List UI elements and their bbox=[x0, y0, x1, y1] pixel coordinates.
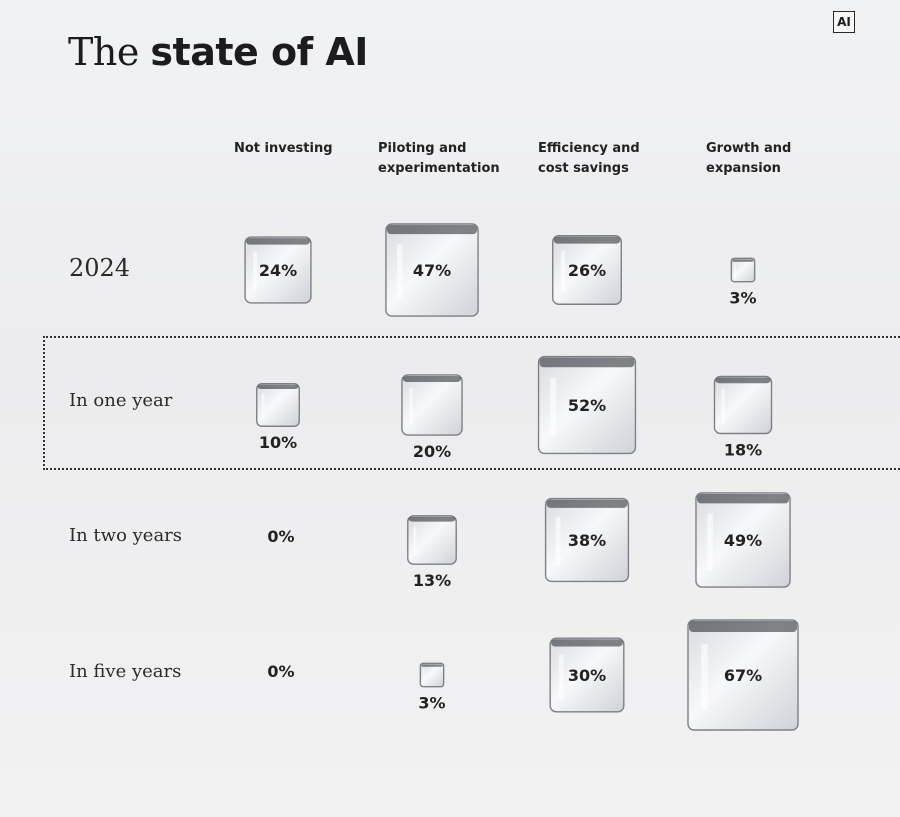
row-label-2024: 2024 bbox=[69, 254, 131, 282]
ice-cube-2024-growth bbox=[730, 257, 756, 283]
row-label-five-years: In five years bbox=[69, 661, 182, 682]
row-label-two-years: In two years bbox=[69, 525, 183, 546]
ice-cube-one-year-growth bbox=[713, 375, 773, 435]
cube-shine bbox=[413, 526, 417, 556]
cube-body bbox=[419, 662, 445, 688]
value-label-one-year-not-investing: 10% bbox=[259, 433, 297, 452]
cube-top-edge bbox=[421, 664, 443, 667]
ice-cube-two-years-growth bbox=[695, 492, 791, 588]
cube-top-edge bbox=[246, 238, 310, 245]
page-title: The state of AI bbox=[68, 30, 368, 74]
cube-top-edge bbox=[551, 639, 623, 647]
cube-body bbox=[695, 492, 791, 588]
value-label-2024-not-investing: 24% bbox=[259, 261, 297, 280]
col-header-piloting: Piloting and experimentation bbox=[378, 141, 500, 176]
cube-shine bbox=[707, 513, 713, 571]
value-label-five-years-piloting: 3% bbox=[418, 694, 445, 713]
cube-top-edge bbox=[546, 499, 628, 508]
cube-body bbox=[687, 619, 799, 731]
col-header-not-investing: Not investing bbox=[234, 141, 333, 156]
cube-body bbox=[385, 223, 479, 317]
value-label-two-years-piloting: 13% bbox=[413, 571, 451, 590]
cube-top-edge bbox=[539, 357, 635, 368]
ice-cube-two-years-piloting bbox=[407, 515, 457, 565]
ice-cube-two-years-efficiency bbox=[544, 497, 630, 583]
value-label-five-years-efficiency: 30% bbox=[568, 666, 606, 685]
cube-top-edge bbox=[386, 224, 478, 235]
cube-shine bbox=[409, 388, 413, 425]
ice-cube-five-years-efficiency bbox=[549, 637, 625, 713]
ice-cube-one-year-not-investing bbox=[256, 383, 300, 427]
brand-logo: AI bbox=[833, 11, 855, 33]
value-label-five-years-not-investing: 0% bbox=[267, 662, 294, 681]
value-label-2024-efficiency: 26% bbox=[568, 261, 606, 280]
cube-body bbox=[537, 355, 637, 455]
title-light: The bbox=[68, 30, 139, 74]
cube-top-edge bbox=[553, 236, 621, 244]
ice-cube-2024-piloting bbox=[385, 223, 479, 317]
value-label-five-years-growth: 67% bbox=[724, 666, 762, 685]
ice-cube-five-years-growth bbox=[687, 619, 799, 731]
highlight-row-frame bbox=[43, 336, 900, 470]
value-label-2024-growth: 3% bbox=[729, 289, 756, 308]
value-label-one-year-efficiency: 52% bbox=[568, 396, 606, 415]
ice-cube-one-year-efficiency bbox=[537, 355, 637, 455]
cube-body bbox=[544, 497, 630, 583]
cube-body bbox=[552, 235, 622, 305]
cube-shine bbox=[559, 654, 564, 699]
value-label-one-year-piloting: 20% bbox=[413, 442, 451, 461]
value-label-2024-piloting: 47% bbox=[413, 261, 451, 280]
cube-body bbox=[401, 374, 463, 436]
cube-body bbox=[730, 257, 756, 283]
cube-shine bbox=[560, 250, 566, 292]
cube-top-edge bbox=[732, 259, 754, 262]
cube-body bbox=[407, 515, 457, 565]
cube-shine bbox=[721, 389, 725, 424]
cube-top-edge bbox=[408, 516, 456, 522]
col-header-efficiency: Efficiency and cost savings bbox=[538, 141, 640, 176]
cube-shine bbox=[734, 263, 736, 278]
cube-body bbox=[713, 375, 773, 435]
cube-shine bbox=[252, 251, 257, 292]
cube-top-edge bbox=[402, 375, 462, 382]
value-label-one-year-growth: 18% bbox=[724, 441, 762, 460]
ice-cube-one-year-piloting bbox=[401, 374, 463, 436]
cube-body bbox=[256, 383, 300, 427]
cube-top-edge bbox=[715, 377, 771, 384]
cube-shine bbox=[423, 668, 425, 683]
cube-shine bbox=[261, 393, 265, 419]
ice-cube-five-years-piloting bbox=[419, 662, 445, 688]
value-label-two-years-not-investing: 0% bbox=[267, 527, 294, 546]
cube-body bbox=[549, 637, 625, 713]
title-bold: state of AI bbox=[150, 30, 368, 74]
ice-cube-2024-not-investing bbox=[244, 236, 312, 304]
cube-top-edge bbox=[696, 493, 790, 504]
cube-shine bbox=[701, 644, 708, 711]
row-label-one-year: In one year bbox=[69, 390, 173, 411]
col-header-growth: Growth and expansion bbox=[706, 141, 792, 176]
cube-shine bbox=[396, 244, 403, 300]
cube-top-edge bbox=[689, 621, 797, 632]
value-label-two-years-growth: 49% bbox=[724, 531, 762, 550]
cube-top-edge bbox=[257, 384, 299, 390]
cube-shine bbox=[555, 516, 561, 567]
value-label-two-years-efficiency: 38% bbox=[568, 531, 606, 550]
cube-body bbox=[244, 236, 312, 304]
ice-cube-2024-efficiency bbox=[552, 235, 622, 305]
cube-shine bbox=[550, 377, 556, 437]
